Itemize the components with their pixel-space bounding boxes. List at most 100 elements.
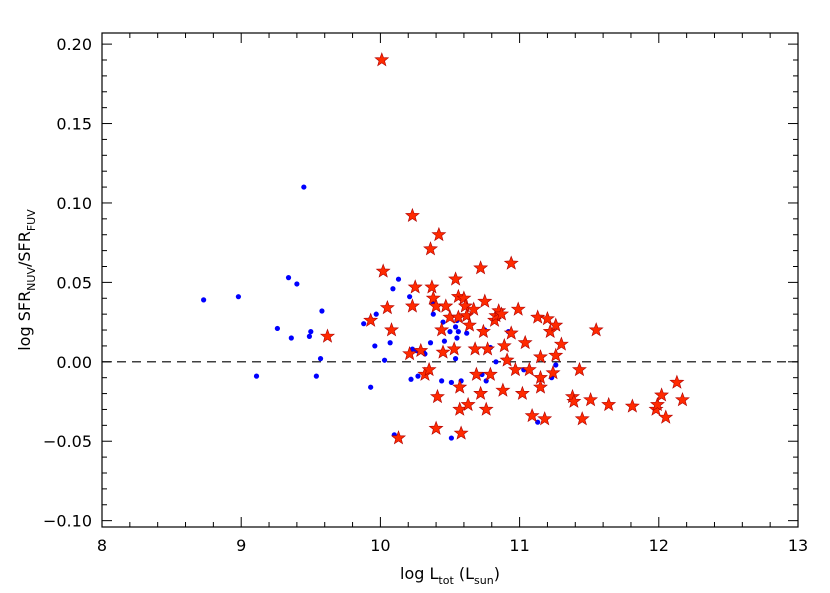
star-point (379, 299, 395, 315)
dot-point (253, 373, 260, 379)
star-point (514, 385, 530, 400)
y-axis-label: log SFRNUV/SFRFUV (15, 209, 38, 351)
dot-point (395, 276, 402, 282)
dot-point (373, 311, 379, 317)
star-point (537, 411, 553, 426)
x-tick-label: 12 (649, 536, 669, 555)
dot-point (452, 324, 459, 330)
star-point (493, 306, 510, 321)
x-axis-label: log Ltot (Lsun) (400, 564, 500, 587)
star-point (429, 388, 445, 404)
star-point (453, 425, 469, 440)
star-point (503, 325, 519, 340)
dot-point (439, 378, 445, 384)
star-point (553, 336, 569, 351)
dot-point (319, 308, 325, 314)
y-label-part: /SFR (15, 231, 34, 267)
star-point (532, 349, 548, 364)
y-tick-label: 0.20 (56, 35, 92, 54)
star-point (460, 396, 476, 412)
star-point (477, 293, 493, 308)
dot-point (408, 376, 414, 382)
star-point (384, 322, 400, 337)
star-point (503, 255, 519, 270)
dot-point (381, 357, 388, 363)
star-point (434, 322, 450, 337)
star-point (413, 342, 429, 357)
dot-point (390, 286, 396, 292)
dot-point (368, 384, 374, 390)
y-label-sub: FUV (25, 209, 38, 231)
star-point (566, 393, 582, 408)
plot-frame (101, 32, 799, 528)
y-label-sub: NUV (25, 267, 38, 291)
dot-point (288, 335, 294, 341)
y-tick-label: 0.10 (56, 194, 92, 213)
star-point (473, 260, 489, 275)
x-tick-label: 10 (370, 536, 390, 555)
dot-point (317, 356, 324, 362)
dot-point (430, 311, 436, 317)
star-point (425, 290, 441, 305)
dot-point (415, 373, 421, 379)
dot-point (372, 343, 378, 349)
x-label-sub: sun (474, 574, 494, 587)
star-point (478, 401, 494, 416)
star-point (658, 409, 674, 424)
dot-point (308, 329, 314, 335)
dot-point (407, 294, 413, 300)
star-point (407, 279, 423, 294)
star-point (457, 298, 473, 313)
star-point (438, 298, 454, 313)
dot-point (361, 321, 367, 327)
star-point (421, 361, 437, 377)
dot-point (306, 333, 313, 339)
y-tick-label: −0.10 (43, 512, 92, 531)
star-point (448, 271, 464, 286)
x-tick-label: 8 (97, 536, 107, 555)
dot-point (535, 419, 541, 425)
dot-point (274, 325, 280, 332)
star-point (390, 430, 407, 445)
star-point (583, 392, 599, 407)
y-tick-label: 0.15 (56, 115, 92, 134)
star-point (431, 226, 447, 242)
dot-point (301, 184, 307, 190)
dot-point (553, 362, 559, 368)
star-point (423, 241, 439, 256)
star-point (571, 361, 587, 377)
star-point (480, 341, 496, 356)
star-point (669, 374, 685, 389)
star-point (674, 392, 690, 407)
star-point (319, 328, 336, 343)
star-point (466, 301, 482, 316)
star-point (496, 338, 512, 353)
dot-point (235, 294, 242, 300)
star-point (461, 317, 477, 332)
star-point (468, 366, 484, 381)
star-point (467, 341, 483, 356)
star-point (507, 361, 523, 377)
star-point (601, 396, 617, 412)
dot-point (447, 329, 453, 335)
dot-point (285, 275, 292, 281)
dot-point (454, 335, 460, 341)
x-label-sub: tot (438, 574, 454, 587)
dot-point (448, 435, 454, 441)
star-point (530, 309, 546, 324)
x-label-part: ) (494, 564, 500, 583)
star-point (435, 344, 451, 359)
dot-point (448, 379, 454, 386)
star-point (532, 379, 548, 394)
dot-point (201, 297, 207, 303)
star-point (495, 382, 511, 397)
star-point (428, 420, 444, 435)
star-point (499, 352, 515, 367)
star-point (424, 279, 440, 294)
x-label-part: log L (400, 564, 438, 583)
star-point (456, 290, 472, 305)
x-tick-label: 13 (788, 536, 808, 555)
y-tick-label: −0.05 (43, 432, 92, 451)
